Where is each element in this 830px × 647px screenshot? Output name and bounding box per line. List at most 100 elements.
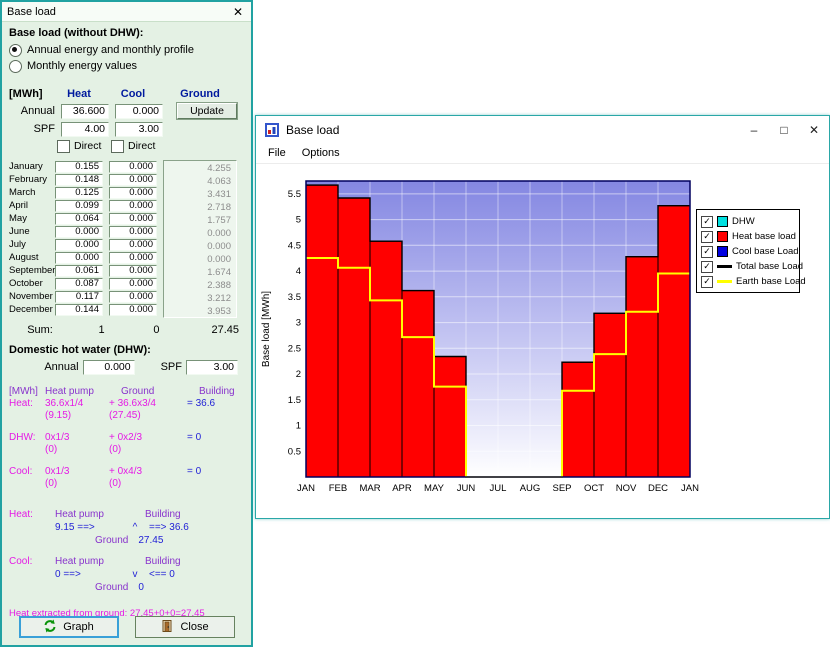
month-cool-input[interactable] <box>109 160 157 173</box>
sum-label: Sum: <box>27 323 53 336</box>
radio-annual-profile[interactable]: Annual energy and monthly profile <box>9 42 244 58</box>
month-heat-input[interactable] <box>55 173 103 186</box>
close-button[interactable]: Close <box>134 616 235 638</box>
dialog-buttons: Graph Close <box>2 616 251 638</box>
heat-flow-left-value: 9.15 ==> <box>55 522 95 533</box>
month-row: July <box>9 238 244 251</box>
dhw-spf-input[interactable] <box>186 359 238 375</box>
graph-button[interactable]: Graph <box>18 616 119 638</box>
month-label: March <box>9 187 36 198</box>
chart-window-titlebar[interactable]: Base load – □ ✕ <box>256 116 829 143</box>
svg-text:MAR: MAR <box>359 483 380 494</box>
chart-window-title: Base load <box>286 122 340 137</box>
month-heat-input[interactable] <box>55 303 103 316</box>
legend-checkbox[interactable]: ✓ <box>701 260 713 273</box>
menu-file[interactable]: File <box>268 147 286 159</box>
month-cool-input[interactable] <box>109 290 157 303</box>
month-cool-input[interactable] <box>109 277 157 290</box>
heat-flow-right-value: ==> 36.6 <box>149 522 189 533</box>
legend-checkbox[interactable]: ✓ <box>701 275 713 288</box>
baseload-group-title: Base load (without DHW): <box>9 27 144 39</box>
window-close-button[interactable]: ✕ <box>808 122 820 137</box>
heat-flow-building-header: Building <box>145 509 181 520</box>
annual-heat-input[interactable] <box>61 103 109 119</box>
month-row: November <box>9 290 244 303</box>
monthly-profile-table: January February March April May June July Augu… <box>9 160 244 320</box>
svg-text:APR: APR <box>392 483 412 494</box>
direct-cool-checkbox[interactable] <box>111 139 124 153</box>
svg-text:4: 4 <box>296 266 301 277</box>
spf-heat-input[interactable] <box>61 121 109 137</box>
radio-button-icon[interactable] <box>9 59 22 73</box>
energy-balance-calculation: [MWh] Heat pump Ground Building Heat: 36.… <box>9 386 244 500</box>
legend-label: Cool base Load <box>732 246 799 257</box>
month-heat-input[interactable] <box>55 225 103 238</box>
month-cool-input[interactable] <box>109 225 157 238</box>
calc-subcell: (9.15) <box>45 410 72 421</box>
cool-flow-ground-label: Ground <box>95 582 129 593</box>
legend-swatch <box>717 216 728 227</box>
app-icon <box>264 122 280 138</box>
direct-heat-option[interactable]: Direct <box>57 139 111 153</box>
month-heat-input[interactable] <box>55 251 103 264</box>
calc-cell: 36.6x1/4 <box>45 398 84 409</box>
update-button[interactable]: Update <box>176 102 238 120</box>
month-heat-input[interactable] <box>55 264 103 277</box>
calc-subrow: (9.15) (27.45) <box>9 410 244 422</box>
month-cool-input[interactable] <box>109 212 157 225</box>
month-cool-input[interactable] <box>109 186 157 199</box>
maximize-button[interactable]: □ <box>780 122 788 137</box>
annual-cool-input[interactable] <box>115 103 163 119</box>
svg-text:2: 2 <box>296 369 301 380</box>
calc-subcell: (27.45) <box>109 410 141 421</box>
table-header-row: [MWh] Heat Cool Ground <box>9 88 244 102</box>
month-row: February <box>9 173 244 186</box>
svg-text:5.5: 5.5 <box>288 189 301 200</box>
month-heat-input[interactable] <box>55 199 103 212</box>
legend-checkbox[interactable]: ✓ <box>701 215 713 228</box>
month-cool-input[interactable] <box>109 303 157 316</box>
cool-flow-down-arrow: v <box>132 569 138 580</box>
legend-checkbox[interactable]: ✓ <box>701 245 713 258</box>
month-label: December <box>9 304 53 315</box>
dhw-annual-input[interactable] <box>82 359 135 375</box>
minimize-button[interactable]: – <box>750 122 758 137</box>
legend-swatch <box>717 280 732 283</box>
month-heat-input[interactable] <box>55 290 103 303</box>
annual-row: Annual Update <box>9 102 244 120</box>
month-row: March <box>9 186 244 199</box>
month-cool-input[interactable] <box>109 251 157 264</box>
month-ground-value: 2.718 <box>207 202 231 213</box>
month-heat-input[interactable] <box>55 212 103 225</box>
calc-cell: = 36.6 <box>187 398 216 409</box>
graph-button-label: Graph <box>63 621 94 633</box>
calc-subcell: (0) <box>109 478 122 489</box>
month-cool-input[interactable] <box>109 238 157 251</box>
month-row: December <box>9 303 244 316</box>
dialog-titlebar[interactable]: Base load ✕ <box>2 2 251 22</box>
svg-text:3: 3 <box>296 318 301 329</box>
radio-monthly-values[interactable]: Monthly energy values <box>9 58 244 74</box>
month-heat-input[interactable] <box>55 238 103 251</box>
svg-text:Base load [MWh]: Base load [MWh] <box>261 291 272 367</box>
direct-cool-option[interactable]: Direct <box>111 139 165 153</box>
spf-cool-input[interactable] <box>115 121 163 137</box>
dialog-close-icon[interactable]: ✕ <box>232 4 243 19</box>
legend-checkbox[interactable]: ✓ <box>701 230 713 243</box>
column-header-heat: Heat <box>67 88 91 100</box>
month-cool-input[interactable] <box>109 264 157 277</box>
sum-cool-value: 0 <box>153 323 160 336</box>
menu-options[interactable]: Options <box>301 147 340 159</box>
month-label: May <box>9 213 27 224</box>
month-heat-input[interactable] <box>55 186 103 199</box>
radio-button-icon[interactable] <box>9 43 22 57</box>
svg-text:FEB: FEB <box>329 483 347 494</box>
direct-heat-checkbox[interactable] <box>57 139 70 153</box>
month-heat-input[interactable] <box>55 277 103 290</box>
svg-text:JAN: JAN <box>681 483 699 494</box>
svg-text:3.5: 3.5 <box>288 292 301 303</box>
month-heat-input[interactable] <box>55 160 103 173</box>
month-cool-input[interactable] <box>109 173 157 186</box>
month-cool-input[interactable] <box>109 199 157 212</box>
svg-text:JAN: JAN <box>297 483 315 494</box>
